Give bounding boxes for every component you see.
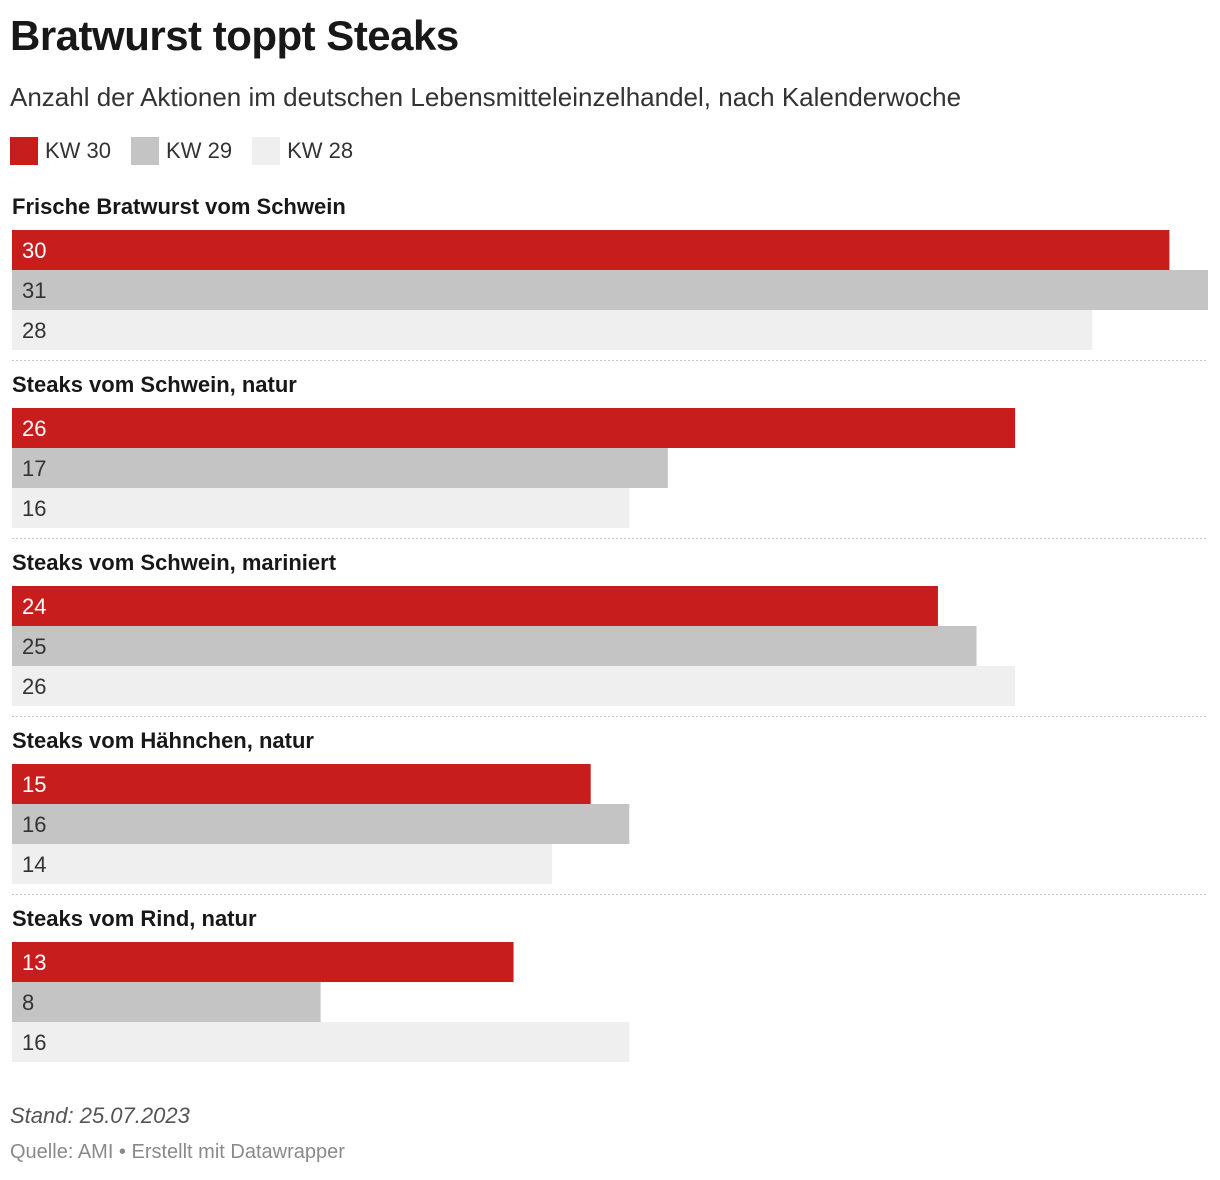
- category-label: Steaks vom Schwein, mariniert: [12, 550, 337, 575]
- bar: [12, 310, 1093, 350]
- category-label: Frische Bratwurst vom Schwein: [12, 194, 346, 219]
- bar: [12, 804, 630, 844]
- bar-value-label: 30: [22, 238, 46, 263]
- category-label: Steaks vom Schwein, natur: [12, 372, 297, 397]
- bar: [12, 488, 630, 528]
- bar-value-label: 14: [22, 852, 46, 877]
- legend: KW 30 KW 29 KW 28: [10, 136, 373, 166]
- bar: [12, 764, 591, 804]
- bar-value-label: 25: [22, 634, 46, 659]
- bar-value-label: 16: [22, 1030, 46, 1055]
- legend-label-kw30: KW 30: [45, 138, 112, 163]
- bar: [12, 942, 514, 982]
- legend-swatch-kw29: [131, 137, 160, 165]
- bar-value-label: 15: [22, 772, 46, 797]
- legend-item-kw30: KW 30: [10, 137, 111, 165]
- bar-value-label: 28: [22, 318, 46, 343]
- bar: [12, 448, 668, 488]
- bar-value-label: 26: [22, 674, 46, 699]
- chart-subtitle: Anzahl der Aktionen im deutschen Lebensm…: [10, 82, 962, 112]
- legend-label-kw29: KW 29: [166, 138, 233, 163]
- bar-value-label: 24: [22, 594, 46, 619]
- legend-swatch-kw30: [10, 137, 38, 165]
- bar-value-label: 8: [22, 990, 34, 1015]
- bar: [12, 586, 938, 626]
- legend-item-kw29: KW 29: [131, 137, 232, 165]
- bar-value-label: 13: [22, 950, 46, 975]
- bar: [12, 666, 1016, 706]
- legend-label-kw28: KW 28: [287, 138, 354, 163]
- bar-value-label: 17: [22, 456, 46, 481]
- bar: [12, 844, 553, 884]
- bar-value-label: 31: [22, 278, 46, 303]
- category-label: Steaks vom Hähnchen, natur: [12, 728, 314, 753]
- bar: [12, 408, 1016, 448]
- bar-value-label: 26: [22, 416, 46, 441]
- legend-swatch-kw28: [252, 137, 281, 165]
- bar: [12, 1022, 630, 1062]
- stand-date: Stand: 25.07.2023: [10, 1103, 190, 1128]
- source-note: Quelle: AMI • Erstellt mit Datawrapper: [10, 1141, 345, 1163]
- chart-title: Bratwurst toppt Steaks: [10, 12, 459, 59]
- bar: [12, 230, 1170, 270]
- bar-value-label: 16: [22, 812, 46, 837]
- bar: [12, 626, 977, 666]
- legend-item-kw28: KW 28: [252, 137, 353, 165]
- category-label: Steaks vom Rind, natur: [12, 906, 257, 931]
- bar-value-label: 16: [22, 496, 46, 521]
- bar: [12, 270, 1208, 310]
- bar-chart: Frische Bratwurst vom Schwein 30 31 28 Steak…: [12, 194, 1208, 1062]
- bar: [12, 982, 321, 1022]
